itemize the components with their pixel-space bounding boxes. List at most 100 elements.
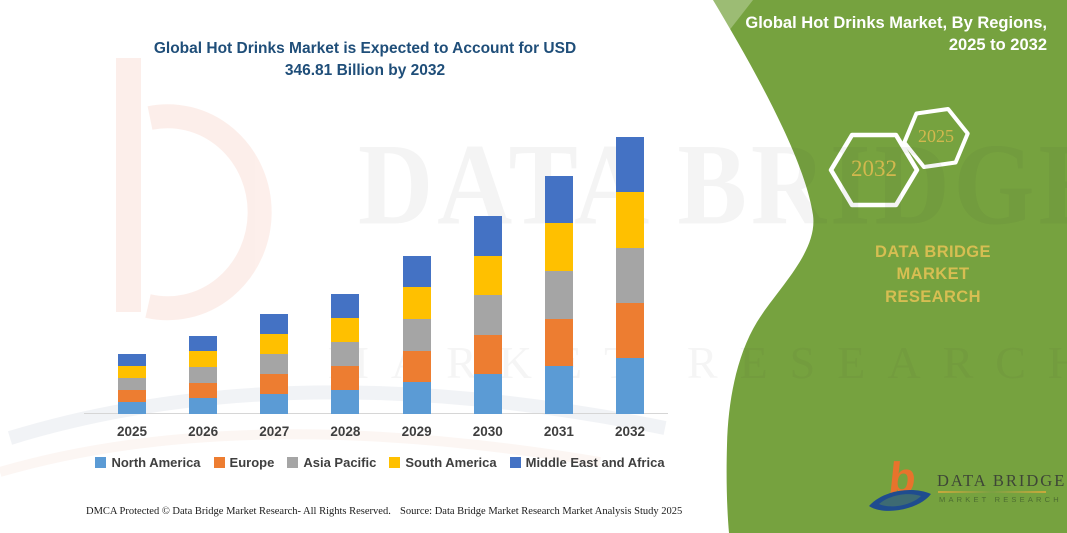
brand-line2: RESEARCH [885, 287, 981, 306]
bar-segment-south-america [118, 366, 146, 379]
stacked-bar-2029 [402, 255, 431, 414]
bar-segment-middle-east-and-africa [331, 294, 360, 319]
bar-segment-middle-east-and-africa [473, 216, 502, 256]
bar-segment-north-america [189, 398, 218, 414]
hexagon-small [902, 107, 970, 169]
bar-segment-europe [402, 350, 431, 383]
bar-segment-north-america [473, 374, 502, 414]
x-axis-label-2028: 2028 [330, 424, 361, 439]
bar-segment-south-america [331, 318, 360, 343]
bar-segment-asia-pacific [402, 318, 431, 351]
hexagon-small-year: 2025 [918, 126, 954, 146]
legend-swatch [509, 457, 521, 468]
x-axis-label-2027: 2027 [259, 424, 290, 439]
copyright-text: DMCA Protected © Data Bridge Market Rese… [86, 506, 391, 517]
chart-legend: North America Europe Asia Pacific South Ame… [80, 455, 680, 470]
bar-segment-middle-east-and-africa [189, 335, 218, 352]
bar-segment-north-america [260, 393, 289, 414]
bar-segment-south-america [402, 287, 431, 319]
legend-item-europe: Europe [213, 455, 275, 470]
logo-swoosh-icon [869, 490, 931, 511]
bar-segment-south-america [473, 255, 502, 296]
x-axis-label-2031: 2031 [543, 424, 574, 439]
logo-divider [938, 491, 1046, 493]
data-bridge-logo: b DATA BRIDGE MARKET RESEARCH [865, 454, 1064, 520]
bar-segment-europe [118, 390, 146, 403]
stacked-bar-2032 [616, 136, 645, 414]
bar-segment-asia-pacific [260, 353, 289, 374]
bar-segment-asia-pacific [473, 295, 502, 335]
legend-item-middle-east-and-africa: Middle East and Africa [509, 455, 665, 470]
source-text: Source: Data Bridge Market Research Mark… [400, 506, 683, 517]
bar-segment-asia-pacific [118, 378, 146, 391]
bar-segment-europe [616, 303, 645, 359]
bar-segment-north-america [118, 402, 146, 414]
legend-item-asia-pacific: Asia Pacific [287, 455, 376, 470]
brand-line1: DATA BRIDGE MARKET [875, 243, 991, 284]
bar-segment-middle-east-and-africa [402, 255, 431, 288]
bar-segment-middle-east-and-africa [544, 175, 573, 224]
bar-segment-south-america [616, 192, 645, 248]
bar-segment-north-america [616, 358, 645, 414]
bar-segment-europe [189, 382, 218, 399]
legend-swatch [95, 457, 107, 468]
bar-segment-asia-pacific [544, 270, 573, 319]
x-axis-line [84, 413, 668, 414]
legend-label: Europe [229, 455, 275, 470]
bar-segment-middle-east-and-africa [118, 354, 146, 367]
bar-segment-south-america [260, 333, 289, 354]
bar-segment-south-america [544, 223, 573, 271]
watermark-logo-b [116, 58, 272, 321]
legend-item-north-america: North America [95, 455, 201, 470]
legend-label: North America [111, 455, 201, 470]
x-axis-label-2030: 2030 [472, 424, 503, 439]
bar-segment-europe [331, 366, 360, 391]
legend-label: Middle East and Africa [525, 455, 665, 470]
logo-wordmark: DATA BRIDGE [937, 471, 1067, 490]
stacked-bar-2030 [473, 216, 502, 414]
legend-swatch [389, 457, 401, 468]
panel-edge-highlight [713, 0, 753, 32]
hexagon-large-year: 2032 [851, 156, 897, 181]
bar-segment-south-america [189, 351, 218, 367]
legend-swatch [287, 457, 299, 468]
bar-segment-europe [473, 334, 502, 375]
hexagon-large [828, 132, 920, 208]
bar-segment-middle-east-and-africa [260, 313, 289, 334]
chart-title-line2: 346.81 Billion by 2032 [284, 62, 446, 79]
stacked-bar-2027 [260, 313, 289, 414]
brand-wordmark: DATA BRIDGE MARKET RESEARCH [837, 241, 1029, 308]
x-axis-label-2029: 2029 [401, 424, 432, 439]
bar-segment-north-america [544, 366, 573, 414]
bar-segment-europe [260, 373, 289, 394]
x-axis-label-2026: 2026 [188, 424, 219, 439]
bar-segment-north-america [331, 390, 360, 414]
legend-swatch [213, 457, 225, 468]
x-axis-label-2032: 2032 [615, 424, 646, 439]
panel-header: Global Hot Drinks Market, By Regions, 20… [707, 12, 1047, 57]
legend-label: South America [405, 455, 497, 470]
x-axis-label-2025: 2025 [116, 424, 148, 439]
bar-segment-asia-pacific [189, 366, 218, 383]
stacked-bar-2028 [331, 294, 360, 414]
logo-subtitle: MARKET RESEARCH [939, 495, 1062, 504]
panel-header-line2: 2025 to 2032 [948, 36, 1047, 55]
stacked-bar-2031 [544, 175, 573, 414]
legend-item-south-america: South America [389, 455, 497, 470]
bar-segment-middle-east-and-africa [616, 136, 645, 193]
stacked-bar-2026 [189, 335, 218, 414]
bar-segment-asia-pacific [331, 342, 360, 367]
chart-title: Global Hot Drinks Market is Expected to … [60, 38, 670, 82]
panel-header-line1: Global Hot Drinks Market, By Regions, [745, 14, 1047, 32]
bar-segment-europe [544, 318, 573, 367]
bar-segment-north-america [402, 382, 431, 414]
bar-segment-asia-pacific [616, 247, 645, 303]
watermark-swoosh-2 [0, 429, 601, 477]
stacked-bar-2025 [118, 354, 146, 414]
legend-label: Asia Pacific [303, 455, 377, 470]
green-panel-shape [713, 0, 1067, 533]
chart-title-line1: Global Hot Drinks Market is Expected to … [153, 40, 577, 57]
